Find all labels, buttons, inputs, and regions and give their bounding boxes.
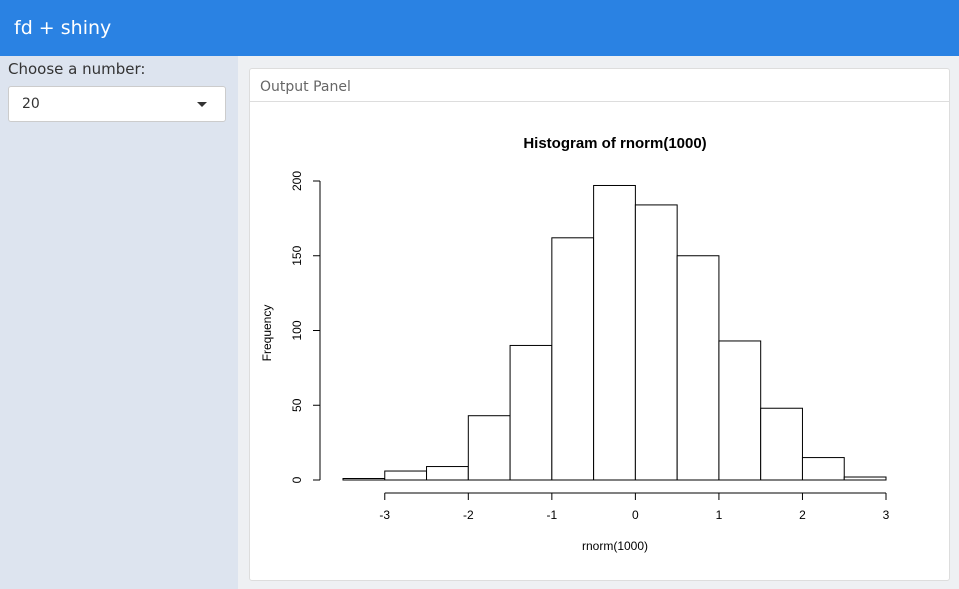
select-value: 20 [22,96,40,112]
panel-separator [250,101,949,102]
panel-title: Output Panel [260,79,351,95]
app-title: fd + shiny [0,0,959,56]
output-panel: Output Panel [249,68,950,581]
dropdown-arrow [197,102,207,107]
sidebar: Choose a number: 20 [0,56,238,589]
input-label: Choose a number: [8,60,146,78]
number-select[interactable]: 20 [8,86,226,122]
